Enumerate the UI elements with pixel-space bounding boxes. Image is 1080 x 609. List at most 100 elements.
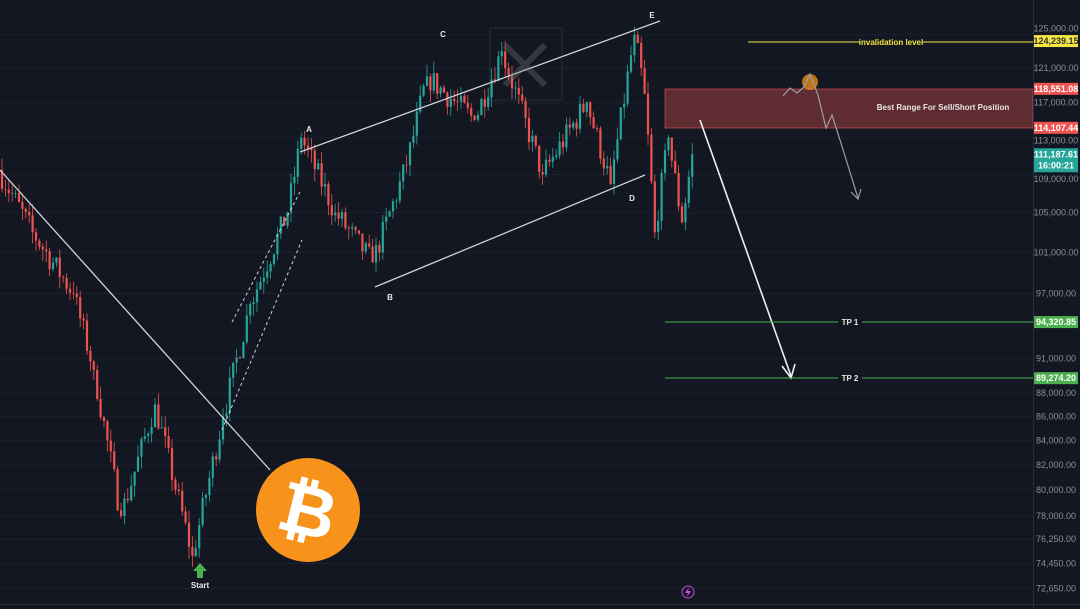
candle-body [208,477,211,496]
candle-body [85,320,89,351]
candle-body [449,98,452,107]
candle-body [555,155,558,157]
candle-body [480,99,483,116]
price-tick-label: 105,000.00 [1033,208,1078,218]
candle-body [456,100,459,102]
candle-body [650,134,653,182]
candle-body [599,128,602,159]
candle-body [266,271,269,278]
candle-body [388,211,391,217]
candle-body [687,176,690,204]
candle-body [619,107,622,140]
channel-lower-line[interactable] [374,174,646,288]
candle-body [31,215,34,233]
current-price-tag-bg [1034,148,1078,173]
wave-label-c: C [440,30,446,39]
flash-icon[interactable] [681,585,695,599]
candle-body [504,51,507,68]
price-axis[interactable]: 125,000.00 121,000.00 117,000.00 113,000.00… [1033,24,1078,594]
candle-body [629,55,633,72]
candle-body [351,227,354,229]
candle-body [62,277,65,278]
candle-body [674,160,677,173]
candle-body [412,135,415,143]
zone-bottom-price-tag: 114,107.44 [1034,123,1079,133]
candle-body [310,148,313,151]
candle-body [313,150,316,170]
candle-body [538,145,541,173]
candle-body [191,546,194,556]
candle-body [41,246,44,250]
candle-body [592,117,595,129]
candle-body [334,212,337,216]
candle-body [225,413,228,417]
candle-body [378,244,381,253]
dashed-channel-line[interactable] [221,239,303,431]
candle-body [300,137,303,149]
candle-body [102,417,106,422]
candle-body [72,292,75,294]
candle-body [385,216,388,222]
candle-body [623,103,626,108]
candle-body [347,227,350,229]
candle-body [119,510,123,516]
candle-body [0,169,4,189]
candle-body [96,369,99,399]
price-tick-label: 72,650.00 [1036,583,1076,593]
candle-body [293,176,296,184]
current-price-tag: 111,187.61 [1034,149,1078,159]
price-tick-label: 91,000.00 [1036,354,1076,364]
candle-body [578,103,582,129]
invalidation-price-tag: 124,239.15 [1033,36,1078,46]
dashed-channel-line[interactable] [231,191,301,323]
wave-label-a: A [306,125,312,134]
candle-body [446,92,449,107]
candle-body [565,124,568,148]
candle-body [544,159,548,175]
candle-body [459,95,463,102]
candle-body [279,216,282,234]
price-tick-label: 101,000.00 [1033,247,1078,257]
candle-body [340,212,344,219]
candle-body [109,440,112,452]
bitcoin-logo: ₿ [256,458,360,562]
candle-body [483,99,486,107]
candle-body [286,212,289,226]
candle-body [235,357,238,363]
zone-bottom-price-tag-bg [1034,121,1078,134]
tp2-price-tag: 89,274.20 [1036,373,1076,383]
candle-body [425,76,429,86]
candle-body [201,498,204,525]
candle-body [276,233,279,255]
candle-body [490,79,493,98]
candle-body [99,398,102,418]
candle-body [691,154,694,177]
descending-trendline[interactable] [0,169,271,471]
candle-body [170,448,174,480]
start-label: Start [191,581,210,590]
candle-body [653,181,656,233]
zone-top-price-tag: 118,551.08 [1034,84,1079,94]
tp2-label: TP 2 [842,374,859,383]
candle-body [585,102,588,112]
projection-path[interactable] [782,72,859,199]
bar-countdown: 16:00:21 [1038,160,1074,170]
candle-body [262,277,265,282]
projection-path-arrowhead [850,188,862,201]
candle-body [21,202,24,209]
projection-arrow[interactable] [699,119,792,377]
candle-body [68,288,72,293]
candle-body [232,362,235,378]
candle-body [361,233,364,252]
candle-body [419,95,422,112]
candle-body [524,100,527,118]
candle-body [317,163,320,170]
candle-body [45,249,48,252]
candle-body [432,73,435,91]
candle-body [11,192,14,194]
candle-body [470,107,473,116]
candle-body [476,115,480,120]
candle-body [398,181,401,201]
channel-upper-line[interactable] [299,20,661,153]
